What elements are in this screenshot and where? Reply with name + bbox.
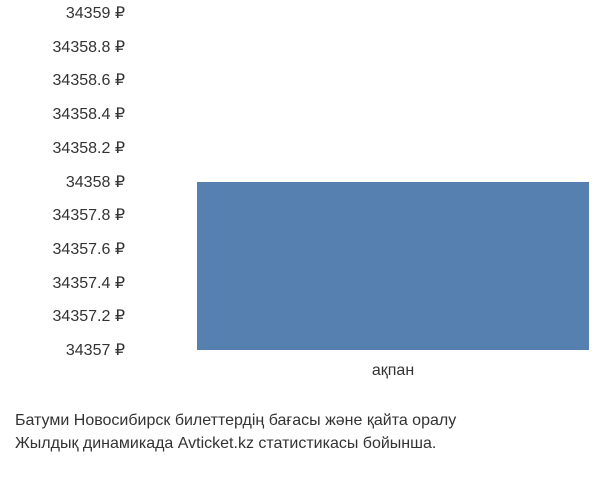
y-tick: 34357.4 ₽ xyxy=(53,273,125,293)
y-tick: 34358.2 ₽ xyxy=(53,138,125,158)
y-tick: 34358.6 ₽ xyxy=(53,70,125,90)
plot-area: ақпан xyxy=(135,10,585,350)
y-tick: 34357.8 ₽ xyxy=(53,205,125,225)
y-tick: 34357.6 ₽ xyxy=(53,239,125,259)
caption-line-1: Батуми Новосибирск билеттердің бағасы жә… xyxy=(15,410,456,432)
y-tick: 34359 ₽ xyxy=(66,3,125,23)
y-tick: 34357 ₽ xyxy=(66,340,125,360)
chart-container: 34359 ₽ 34358.8 ₽ 34358.6 ₽ 34358.4 ₽ 34… xyxy=(10,10,590,390)
y-tick: 34357.2 ₽ xyxy=(53,306,125,326)
y-tick: 34358.8 ₽ xyxy=(53,37,125,57)
bar xyxy=(197,182,589,351)
y-axis: 34359 ₽ 34358.8 ₽ 34358.6 ₽ 34358.4 ₽ 34… xyxy=(10,10,130,350)
y-tick: 34358 ₽ xyxy=(66,172,125,192)
y-tick: 34358.4 ₽ xyxy=(53,104,125,124)
caption: Батуми Новосибирск билеттердің бағасы жә… xyxy=(15,410,456,455)
x-axis-label: ақпан xyxy=(372,362,414,380)
caption-line-2: Жылдық динамикада Avticket.kz статистика… xyxy=(15,433,456,455)
